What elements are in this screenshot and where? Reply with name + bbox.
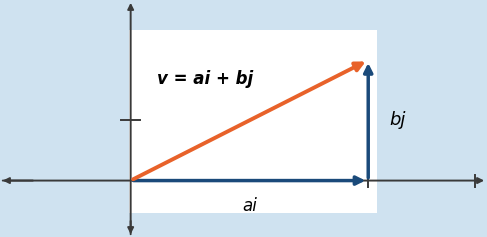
Text: v = ai + bj: v = ai + bj — [157, 70, 253, 88]
Text: bj: bj — [390, 111, 406, 129]
Text: ai: ai — [242, 197, 257, 215]
